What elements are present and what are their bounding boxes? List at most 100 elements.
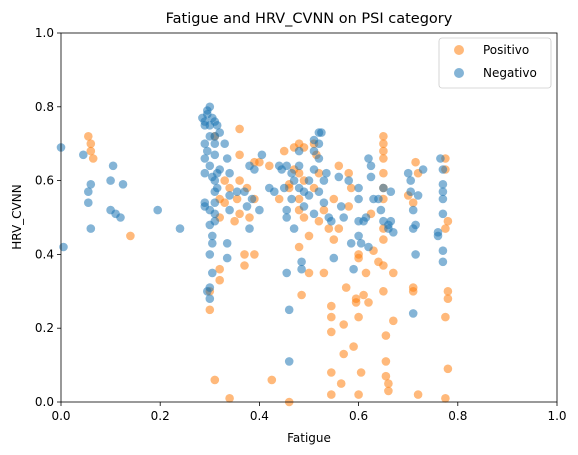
- point-positivo-74: [346, 183, 356, 193]
- point-negativo-72: [270, 187, 279, 196]
- point-negativo-19: [200, 154, 210, 163]
- point-negativo-53: [215, 128, 224, 137]
- point-positivo-98: [379, 261, 388, 270]
- point-positivo-102: [381, 371, 391, 381]
- point-positivo-62: [327, 368, 336, 377]
- point-negativo-102: [314, 187, 324, 196]
- point-negativo-143: [411, 250, 420, 259]
- point-negativo-120: [356, 239, 366, 248]
- y-tick-label-3: 0.6: [35, 174, 54, 188]
- point-negativo-156: [438, 257, 448, 267]
- point-negativo-119: [354, 231, 363, 241]
- point-negativo-81: [284, 305, 294, 315]
- y-tick-label-1: 0.2: [35, 321, 54, 335]
- point-positivo-60: [327, 312, 336, 322]
- point-positivo-66: [334, 161, 344, 171]
- point-negativo-154: [438, 209, 448, 219]
- point-positivo-56: [319, 205, 329, 215]
- point-negativo-151: [438, 180, 448, 189]
- point-negativo-122: [361, 213, 371, 222]
- point-positivo-97: [379, 235, 388, 244]
- point-positivo-15: [225, 183, 234, 193]
- point-negativo-69: [255, 205, 264, 215]
- point-negativo-135: [386, 216, 396, 226]
- point-positivo-80: [354, 250, 363, 259]
- point-positivo-44: [294, 242, 304, 252]
- x-axis-label: Fatigue: [287, 431, 331, 445]
- point-positivo-13: [220, 176, 229, 185]
- point-positivo-33: [274, 194, 284, 204]
- point-positivo-45: [297, 290, 306, 300]
- point-positivo-101: [381, 357, 391, 366]
- point-positivo-7: [210, 375, 220, 385]
- point-negativo-67: [247, 194, 257, 204]
- y-tick-label-5: 1.0: [35, 26, 54, 40]
- point-negativo-139: [406, 187, 416, 196]
- point-positivo-50: [304, 268, 314, 278]
- point-negativo-82: [287, 168, 296, 178]
- point-positivo-3: [88, 154, 98, 163]
- point-negativo-113: [344, 176, 354, 185]
- point-positivo-65: [329, 235, 339, 244]
- point-negativo-109: [329, 253, 339, 263]
- point-negativo-134: [386, 187, 396, 196]
- x-axis: 0.0 0.2 0.4 0.6 0.8 1.0: [51, 402, 567, 423]
- point-positivo-12: [215, 275, 224, 285]
- point-negativo-57: [222, 239, 232, 248]
- point-positivo-71: [341, 283, 351, 292]
- point-negativo-84: [289, 176, 299, 185]
- point-negativo-5: [84, 198, 93, 207]
- x-tick-label-2: 0.4: [250, 409, 269, 423]
- point-positivo-63: [327, 390, 336, 399]
- point-negativo-27: [205, 102, 215, 112]
- legend-marker-positivo: [454, 45, 464, 55]
- point-negativo-92: [299, 202, 309, 211]
- point-positivo-78: [354, 312, 363, 322]
- point-positivo-108: [408, 198, 418, 207]
- point-negativo-52: [212, 183, 222, 193]
- point-positivo-14: [220, 198, 229, 207]
- point-negativo-149: [436, 154, 445, 163]
- point-positivo-61: [327, 327, 336, 337]
- point-negativo-126: [366, 172, 376, 182]
- point-positivo-121: [443, 216, 453, 226]
- point-positivo-82: [356, 368, 366, 377]
- point-positivo-70: [339, 320, 349, 329]
- point-negativo-117: [354, 194, 363, 204]
- point-negativo-136: [389, 228, 398, 237]
- point-positivo-105: [389, 268, 398, 278]
- legend-label-positivo: Positivo: [483, 43, 529, 57]
- point-negativo-106: [322, 168, 331, 178]
- point-negativo-39: [208, 239, 217, 248]
- y-axis: 0.0 0.2 0.4 0.6 0.8 1.0: [35, 26, 61, 409]
- points-layer: [56, 102, 453, 407]
- point-negativo-54: [215, 165, 224, 174]
- point-positivo-24: [240, 261, 249, 270]
- point-negativo-62: [232, 187, 242, 196]
- point-positivo-16: [225, 394, 234, 403]
- point-negativo-25: [203, 146, 212, 156]
- point-negativo-111: [336, 202, 346, 211]
- point-positivo-19: [235, 124, 244, 134]
- point-positivo-90: [379, 139, 388, 148]
- point-negativo-145: [413, 191, 423, 200]
- point-positivo-31: [265, 161, 274, 171]
- point-positivo-67: [334, 224, 344, 233]
- point-negativo-38: [208, 231, 217, 241]
- point-positivo-73: [344, 202, 354, 211]
- point-negativo-110: [334, 172, 344, 182]
- point-positivo-92: [379, 154, 388, 163]
- point-positivo-110: [408, 287, 418, 296]
- point-positivo-122: [441, 394, 450, 403]
- point-positivo-20: [235, 150, 244, 160]
- point-positivo-118: [443, 287, 453, 296]
- point-positivo-21: [235, 176, 244, 185]
- point-positivo-22: [235, 209, 244, 219]
- point-negativo-97: [309, 165, 319, 174]
- point-negativo-59: [225, 168, 234, 178]
- point-negativo-11: [116, 213, 125, 222]
- point-negativo-1: [59, 242, 68, 252]
- point-negativo-7: [106, 176, 115, 185]
- point-positivo-68: [336, 379, 346, 388]
- point-negativo-35: [205, 294, 215, 304]
